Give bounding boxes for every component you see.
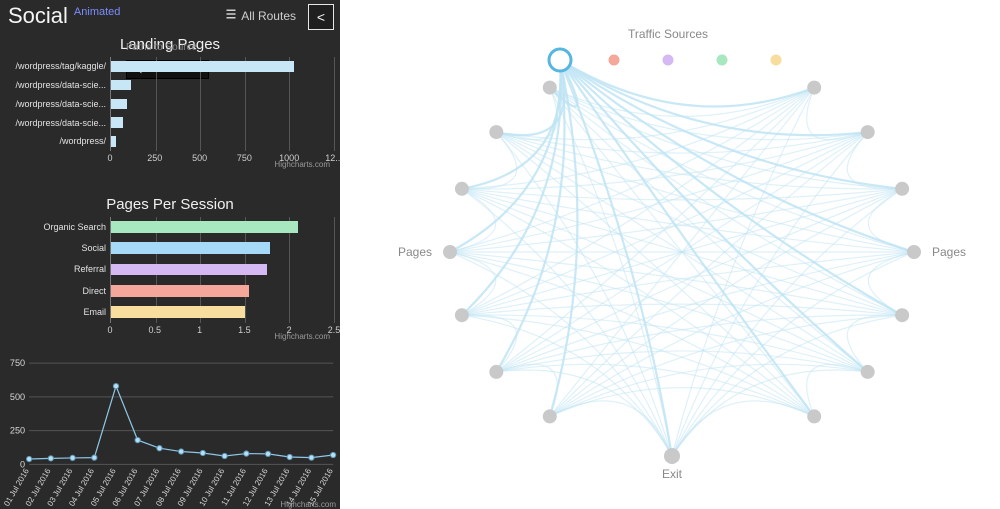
animated-label[interactable]: Animated [74, 6, 120, 18]
collapse-button[interactable]: < [308, 4, 334, 30]
axis-tick: 1.5 [238, 325, 251, 335]
bar-label: /wordpress/data-scie... [6, 80, 110, 90]
landing-pages-chart: /wordpress/tag/kaggle/ /wordpress/data-sc… [6, 57, 334, 169]
bar[interactable] [111, 285, 249, 297]
bar[interactable] [111, 61, 294, 72]
bar[interactable] [111, 264, 267, 276]
graph-node[interactable] [861, 365, 875, 379]
graph-node[interactable] [895, 308, 909, 322]
chart-credit: Highcharts.com [280, 500, 336, 509]
source-dot[interactable] [549, 49, 571, 71]
axis-tick: 500 [192, 153, 207, 163]
sidebar: Social Animated All Routes < Landing Pag… [0, 0, 340, 509]
graph-node[interactable] [489, 365, 503, 379]
graph-node[interactable] [807, 81, 821, 95]
graph-node[interactable] [443, 245, 457, 259]
bar[interactable] [111, 80, 131, 91]
graph-node[interactable] [861, 125, 875, 139]
axis-tick: 0 [107, 325, 112, 335]
graph-node[interactable] [907, 245, 921, 259]
network-graph[interactable]: Traffic Sources Pages Pages Exit [340, 0, 1000, 509]
chart-credit: Highcharts.com [274, 332, 330, 341]
graph-node[interactable] [489, 125, 503, 139]
pages-per-session-title: Pages Per Session [6, 196, 334, 213]
bar-label: /wordpress/ [6, 136, 110, 146]
axis-tick: 0 [107, 153, 112, 163]
graph-node[interactable] [455, 182, 469, 196]
source-dot[interactable] [609, 55, 620, 66]
graph-node[interactable] [807, 409, 821, 423]
traffic-sources-label: Traffic Sources [628, 27, 708, 41]
svg-text:750: 750 [10, 358, 25, 368]
exit-label: Exit [662, 467, 683, 481]
landing-pages-panel: Landing Pages Paths to Source Hide Route… [0, 32, 340, 192]
exit-node[interactable] [664, 448, 680, 464]
all-routes-label: All Routes [241, 9, 296, 23]
graph-node[interactable] [455, 308, 469, 322]
network-panel: Traffic Sources Pages Pages Exit [340, 0, 1000, 509]
graph-node[interactable] [543, 409, 557, 423]
timeseries-chart: 025050075001 Jul 201602 Jul 201603 Jul 2… [2, 357, 338, 509]
bar-label: /wordpress/data-scie... [6, 118, 110, 128]
timeseries-panel: 025050075001 Jul 201602 Jul 201603 Jul 2… [0, 353, 340, 509]
axis-tick: 750 [237, 153, 252, 163]
chart-credit: Highcharts.com [274, 160, 330, 169]
pages-left-label: Pages [398, 245, 432, 259]
bar[interactable] [111, 221, 298, 233]
bar-label: /wordpress/tag/kaggle/ [6, 61, 110, 71]
graph-node[interactable] [895, 182, 909, 196]
source-dot[interactable] [717, 55, 728, 66]
svg-text:250: 250 [10, 426, 25, 436]
topbar: Social Animated All Routes < [0, 0, 340, 32]
pages-per-session-chart: Organic SearchSocialReferralDirectEmail … [6, 217, 334, 341]
all-routes-button[interactable]: All Routes [225, 8, 296, 23]
bar[interactable] [111, 99, 127, 110]
axis-tick: 250 [147, 153, 162, 163]
chevron-left-icon: < [317, 9, 325, 25]
page-title: Social [8, 3, 68, 29]
source-dot[interactable] [771, 55, 782, 66]
bar[interactable] [111, 242, 270, 254]
bar-label: Referral [6, 264, 110, 274]
bar-label: /wordpress/data-scie... [6, 99, 110, 109]
bar[interactable] [111, 136, 116, 147]
axis-tick: 1 [197, 325, 202, 335]
bar[interactable] [111, 306, 245, 318]
pages-right-label: Pages [932, 245, 966, 259]
bar-label: Organic Search [6, 222, 110, 232]
routes-icon [225, 8, 237, 23]
bar-label: Email [6, 307, 110, 317]
svg-text:500: 500 [10, 392, 25, 402]
bar-label: Social [6, 243, 110, 253]
pages-per-session-panel: Pages Per Session Organic Search Social Re… [0, 192, 340, 354]
paths-to-source-label: Paths to Source [126, 42, 197, 53]
bar-label: Direct [6, 286, 110, 296]
source-dot[interactable] [663, 55, 674, 66]
axis-tick: 0.5 [149, 325, 162, 335]
graph-node[interactable] [543, 81, 557, 95]
bar[interactable] [111, 117, 123, 128]
